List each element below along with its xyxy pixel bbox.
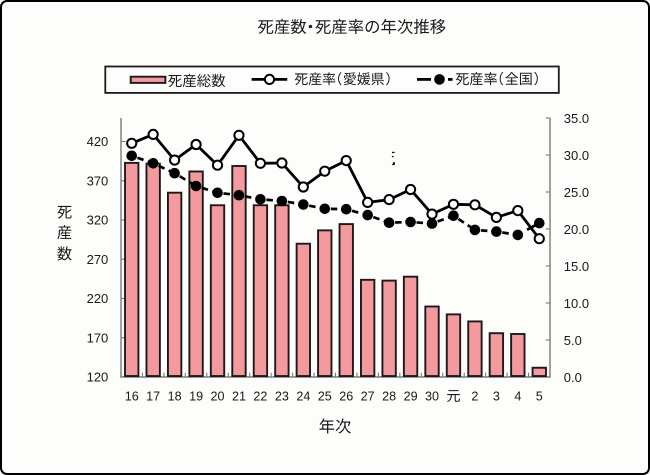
svg-text:27: 27: [361, 389, 375, 403]
svg-text:270: 270: [87, 252, 109, 267]
svg-text:35.0: 35.0: [564, 111, 589, 126]
svg-text:120: 120: [87, 370, 109, 385]
svg-text:2: 2: [471, 389, 478, 403]
svg-text:21: 21: [232, 389, 246, 403]
svg-text:29: 29: [404, 389, 418, 403]
svg-text:23: 23: [275, 389, 289, 403]
svg-text:30.0: 30.0: [564, 148, 589, 163]
svg-text:320: 320: [87, 213, 109, 228]
svg-text:5: 5: [536, 389, 543, 403]
svg-text:30: 30: [425, 389, 439, 403]
svg-text:370: 370: [87, 173, 109, 188]
svg-text:20.0: 20.0: [564, 222, 589, 237]
svg-text:25.0: 25.0: [564, 185, 589, 200]
svg-text:420: 420: [87, 134, 109, 149]
svg-text:0.0: 0.0: [564, 370, 582, 385]
svg-text:15.0: 15.0: [564, 259, 589, 274]
svg-text:220: 220: [87, 291, 109, 306]
svg-text:26: 26: [339, 389, 353, 403]
svg-text:20: 20: [211, 389, 225, 403]
svg-text:170: 170: [87, 330, 109, 345]
svg-text:25: 25: [318, 389, 332, 403]
svg-text:22: 22: [253, 389, 267, 403]
svg-text:16: 16: [125, 389, 139, 403]
svg-text:3: 3: [493, 389, 500, 403]
svg-text:4: 4: [514, 389, 521, 403]
svg-text:24: 24: [296, 389, 310, 403]
svg-text:10.0: 10.0: [564, 296, 589, 311]
svg-text:17: 17: [146, 389, 160, 403]
svg-text:18: 18: [168, 389, 182, 403]
svg-text:19: 19: [189, 389, 203, 403]
svg-text:28: 28: [382, 389, 396, 403]
svg-text:5.0: 5.0: [564, 333, 582, 348]
